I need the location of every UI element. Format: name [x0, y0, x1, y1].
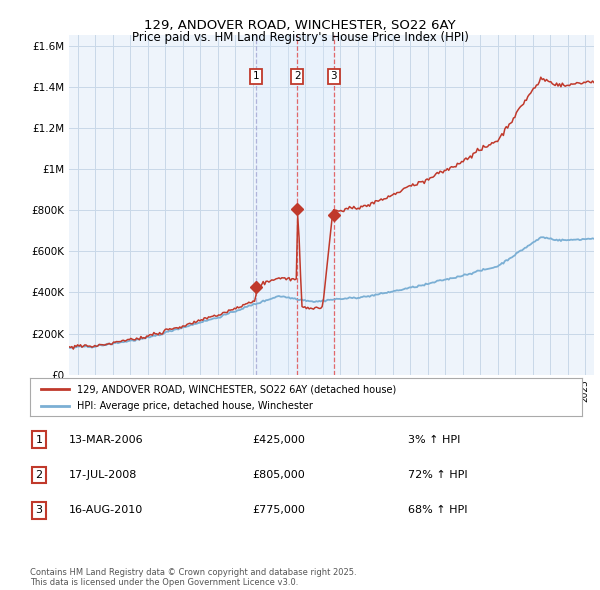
Text: 3: 3: [330, 71, 337, 81]
Text: 13-MAR-2006: 13-MAR-2006: [69, 435, 143, 444]
Text: £805,000: £805,000: [252, 470, 305, 480]
Text: 68% ↑ HPI: 68% ↑ HPI: [408, 506, 467, 515]
Text: 3: 3: [35, 506, 43, 515]
Text: HPI: Average price, detached house, Winchester: HPI: Average price, detached house, Winc…: [77, 401, 313, 411]
Text: £425,000: £425,000: [252, 435, 305, 444]
Text: 129, ANDOVER ROAD, WINCHESTER, SO22 6AY: 129, ANDOVER ROAD, WINCHESTER, SO22 6AY: [144, 19, 456, 32]
Text: Price paid vs. HM Land Registry's House Price Index (HPI): Price paid vs. HM Land Registry's House …: [131, 31, 469, 44]
Text: 2: 2: [294, 71, 301, 81]
Text: 1: 1: [35, 435, 43, 444]
Text: Contains HM Land Registry data © Crown copyright and database right 2025.
This d: Contains HM Land Registry data © Crown c…: [30, 568, 356, 587]
Text: 72% ↑ HPI: 72% ↑ HPI: [408, 470, 467, 480]
Text: 16-AUG-2010: 16-AUG-2010: [69, 506, 143, 515]
Text: 129, ANDOVER ROAD, WINCHESTER, SO22 6AY (detached house): 129, ANDOVER ROAD, WINCHESTER, SO22 6AY …: [77, 384, 396, 394]
Bar: [256, 35, 297, 375]
Text: 2: 2: [35, 470, 43, 480]
Text: 3% ↑ HPI: 3% ↑ HPI: [408, 435, 460, 444]
Text: 1: 1: [253, 71, 260, 81]
Bar: [297, 35, 334, 375]
Text: 17-JUL-2008: 17-JUL-2008: [69, 470, 137, 480]
Text: £775,000: £775,000: [252, 506, 305, 515]
